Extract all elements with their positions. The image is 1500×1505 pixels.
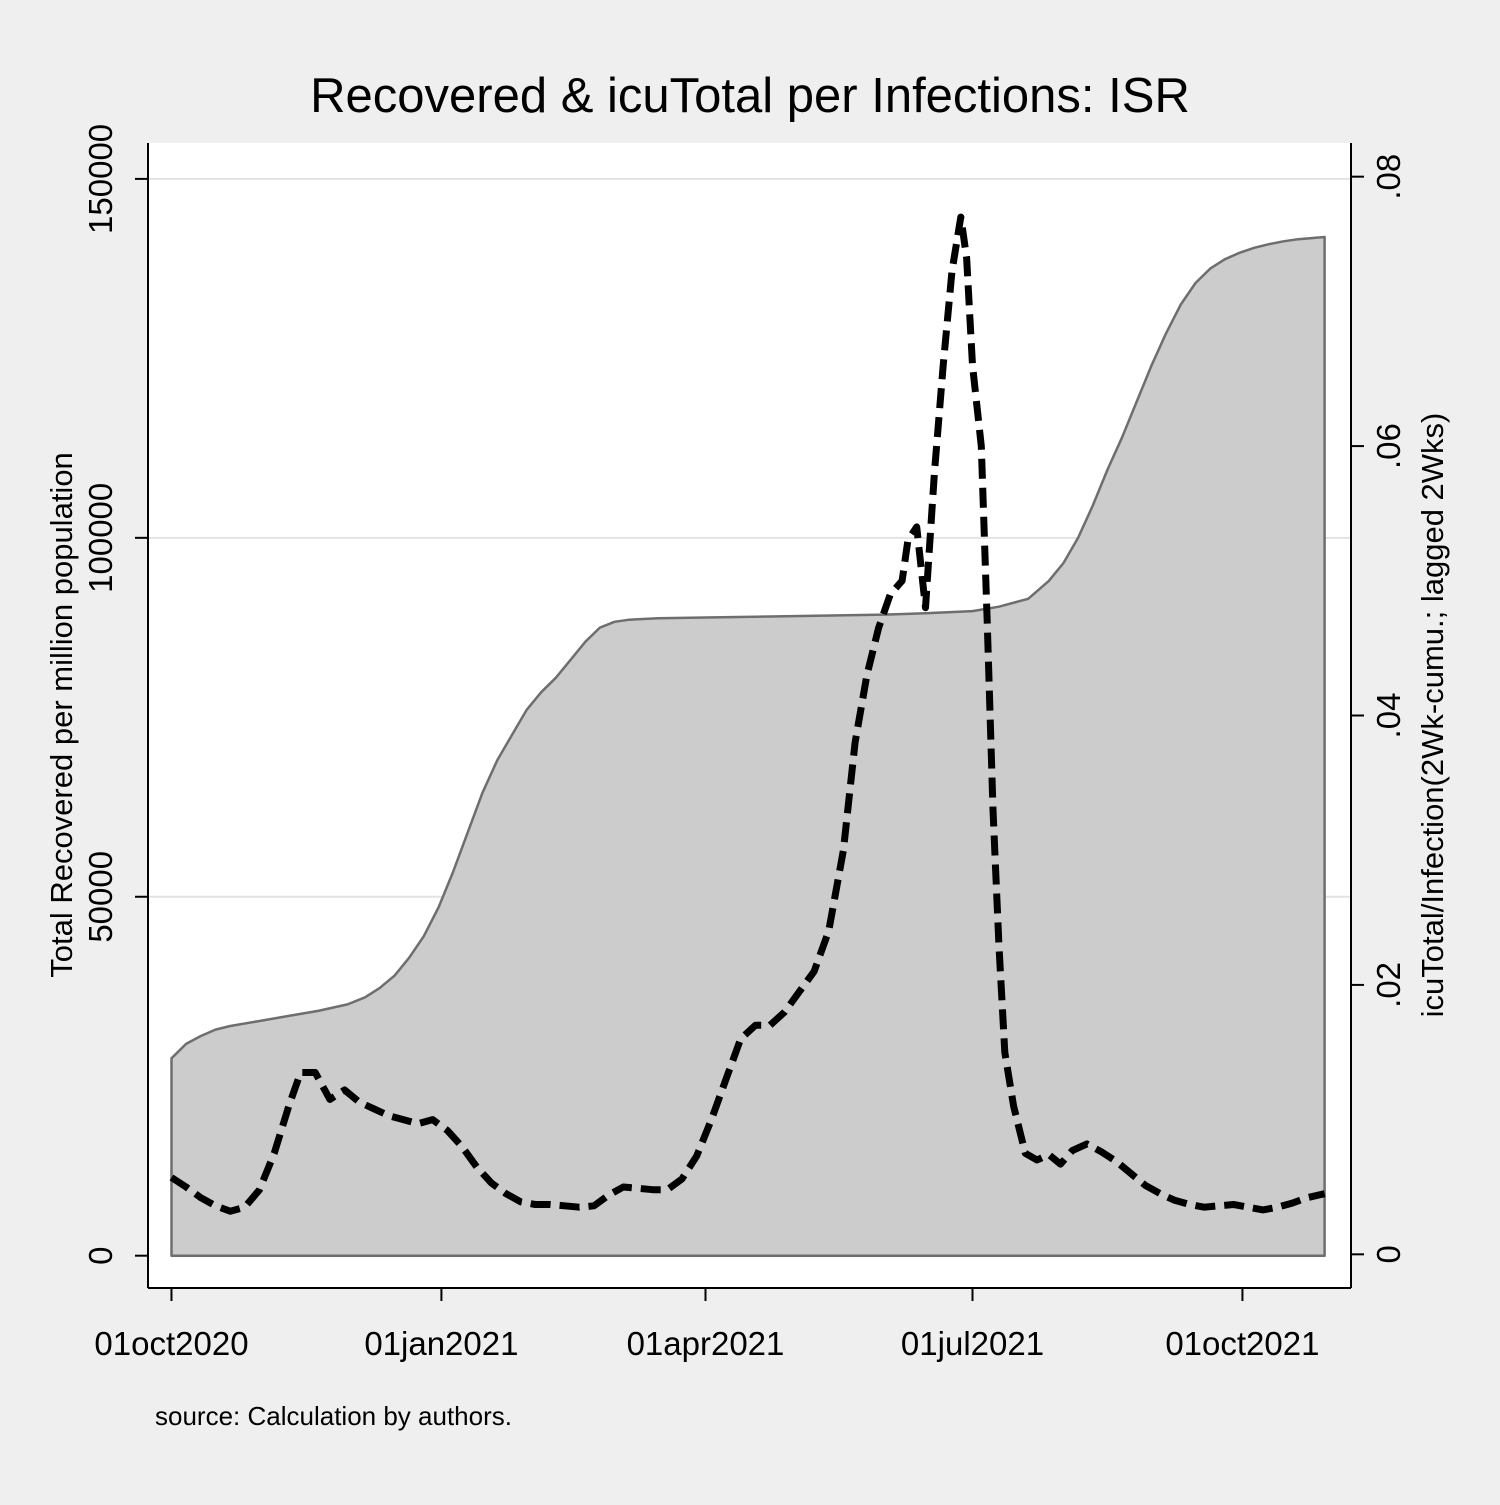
y-left-tick-label-1: 50000	[82, 851, 119, 943]
recovered-area	[170, 235, 1326, 1257]
y-axis-right-label: icuTotal/Infection(2Wk-cumu.; lagged 2Wk…	[1415, 413, 1450, 1018]
y-left-tick-label-2: 100000	[82, 483, 119, 593]
x-tick-label-1: 01jan2021	[364, 1325, 518, 1362]
source-note: source: Calculation by authors.	[155, 1401, 512, 1431]
y-axis-left-label: Total Recovered per million population	[44, 452, 79, 978]
y-right-tick-label-4: .08	[1370, 154, 1407, 200]
line-layer	[169, 213, 1326, 1215]
icu-ratio-line	[169, 213, 1326, 1215]
y-right-tick-label-1: .02	[1370, 962, 1407, 1008]
y-left-tick-label-0: 0	[82, 1247, 119, 1265]
chart-title: Recovered & icuTotal per Infections: ISR	[310, 69, 1190, 123]
x-tick-label-0: 01oct2020	[94, 1325, 248, 1362]
y-right-tick-label-0: 0	[1370, 1245, 1407, 1263]
x-tick-label-4: 01oct2021	[1165, 1325, 1319, 1362]
y-left-tick-label-3: 150000	[82, 124, 119, 234]
axis-layer: 0 50000 100000 150000 0 .02 .04 .06 .08 01oct2020…	[82, 124, 1407, 1362]
y-right-tick-label-3: .06	[1370, 423, 1407, 469]
y-right-tick-label-2: .04	[1370, 693, 1407, 739]
x-tick-label-3: 01jul2021	[901, 1325, 1044, 1362]
area-layer	[170, 235, 1326, 1257]
x-tick-label-2: 01apr2021	[627, 1325, 785, 1362]
